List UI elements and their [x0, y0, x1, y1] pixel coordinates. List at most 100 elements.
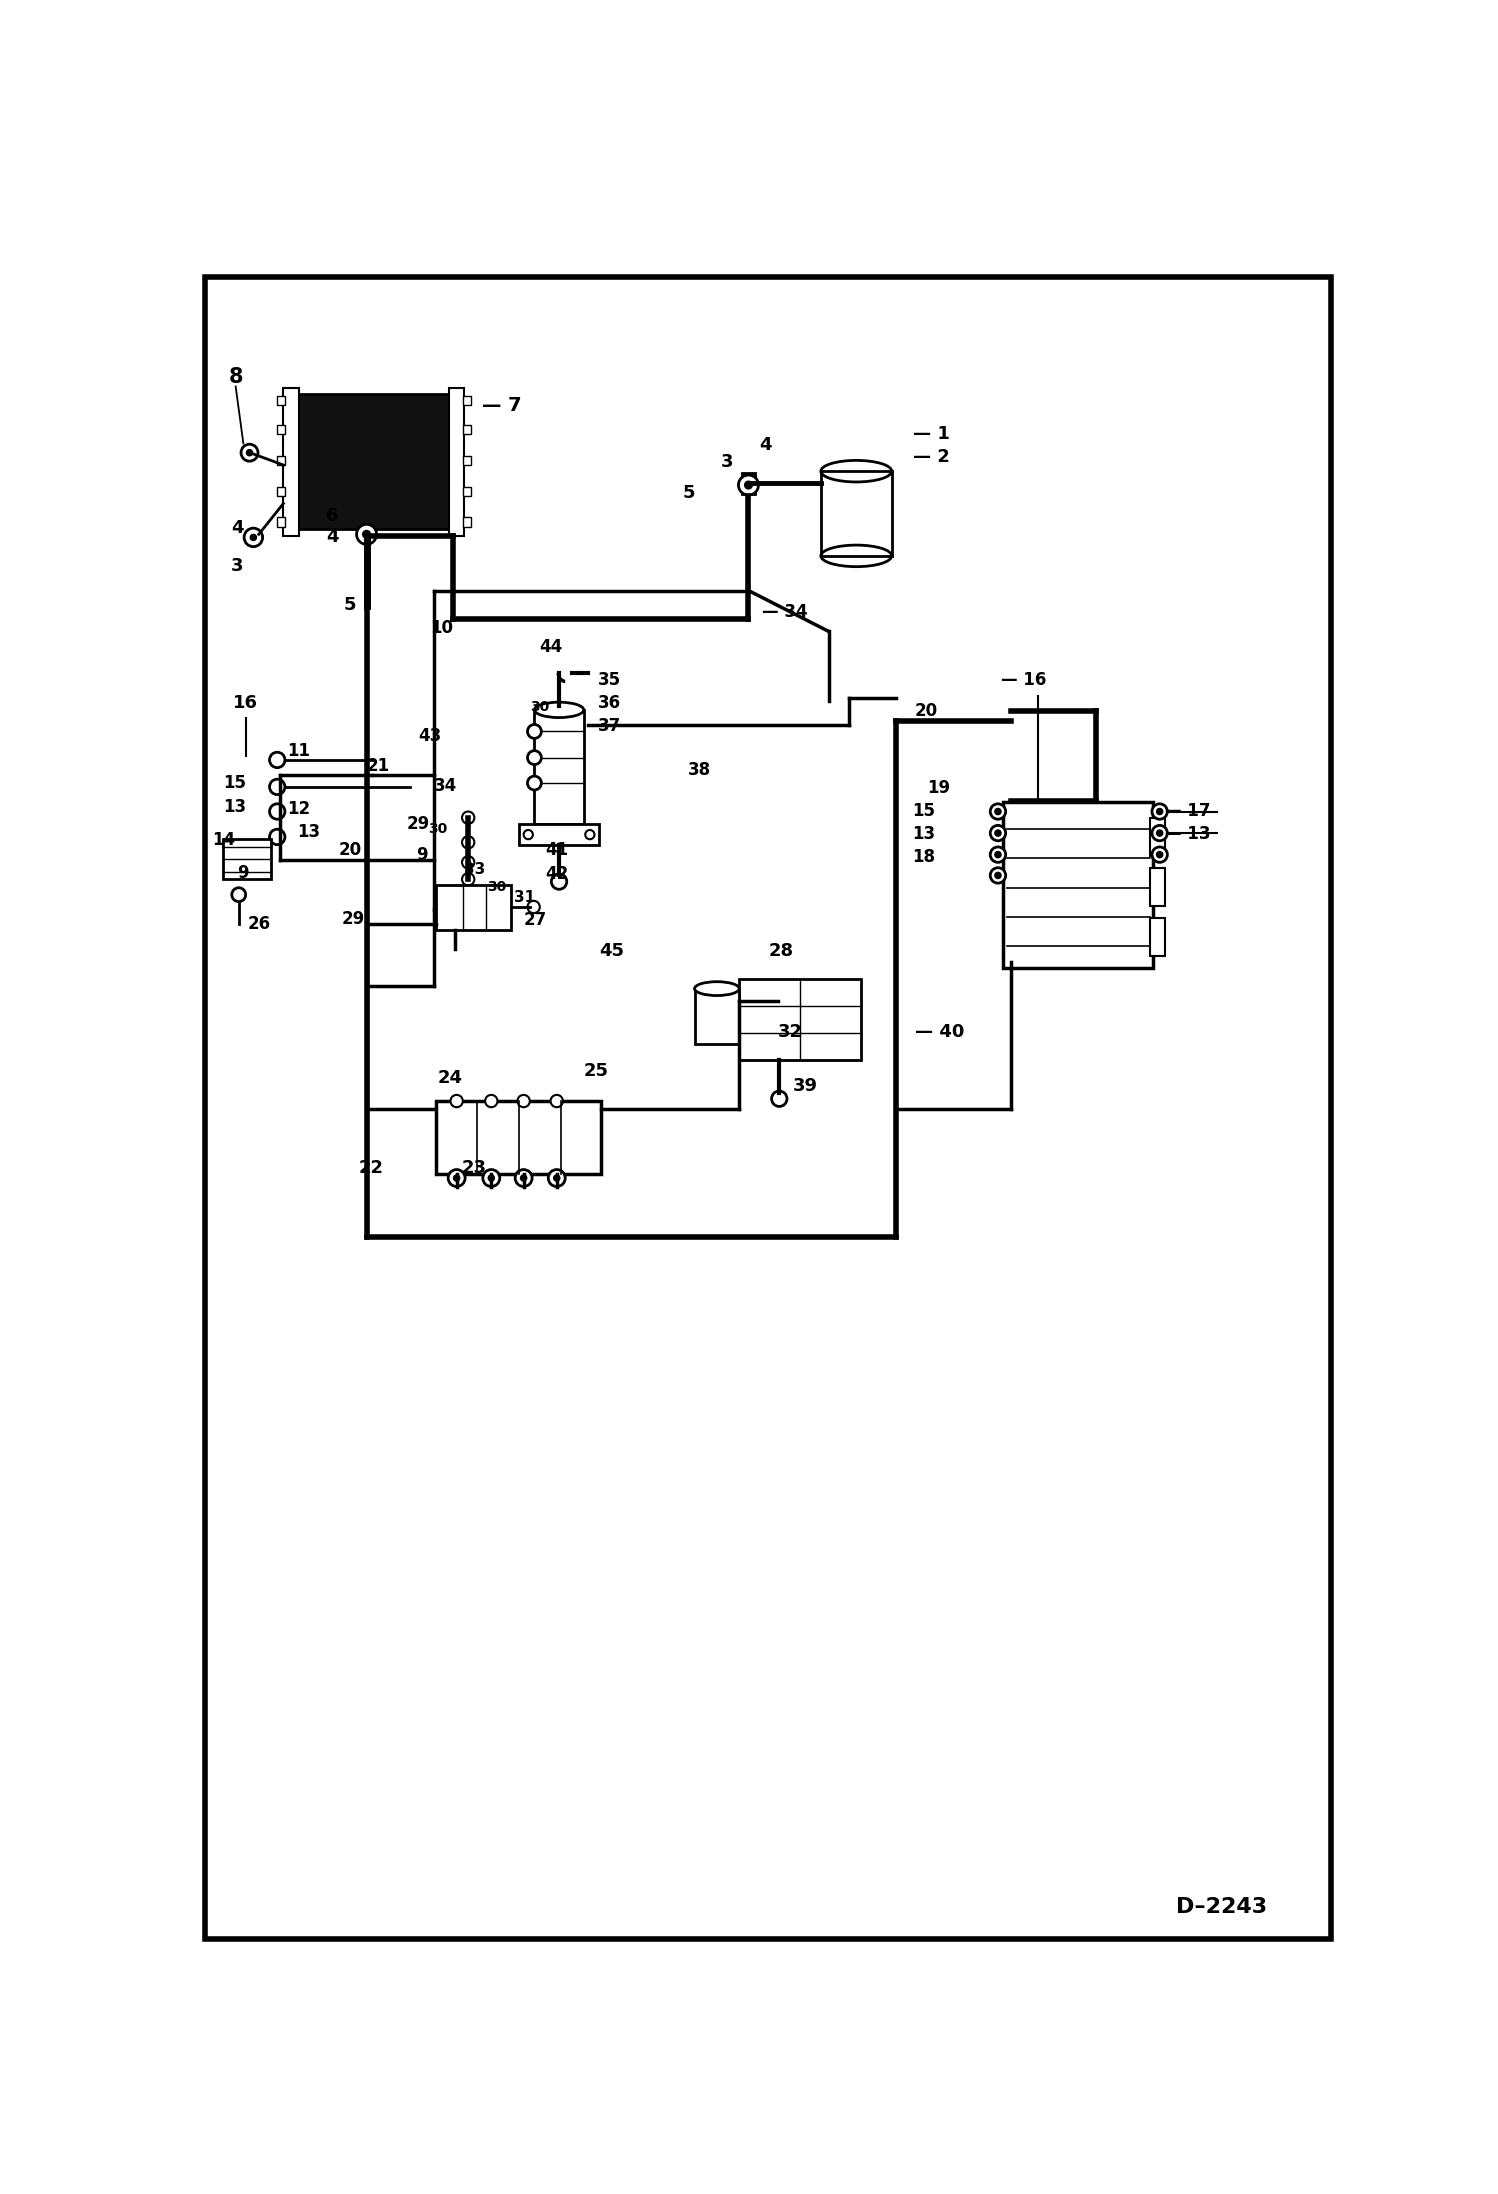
Circle shape [586, 829, 595, 840]
Text: 10: 10 [430, 619, 452, 636]
Text: 6: 6 [325, 507, 339, 524]
Text: 22: 22 [360, 1158, 383, 1178]
Bar [463, 426, 470, 434]
Text: 4: 4 [759, 437, 771, 454]
Ellipse shape [695, 981, 739, 996]
Text: 13: 13 [223, 799, 247, 816]
Text: 33: 33 [464, 862, 485, 878]
Text: 30: 30 [487, 880, 506, 893]
Bar [1149, 869, 1165, 906]
Circle shape [357, 524, 376, 544]
Bar [463, 518, 470, 527]
Bar [277, 456, 285, 465]
Text: — 34: — 34 [762, 603, 807, 621]
Circle shape [247, 450, 253, 456]
Text: — 40: — 40 [915, 1022, 965, 1042]
Text: 13: 13 [912, 825, 935, 842]
Bar [277, 487, 285, 496]
Text: 5: 5 [682, 485, 695, 502]
Text: 18: 18 [912, 849, 935, 867]
Circle shape [451, 1095, 463, 1108]
Circle shape [461, 812, 475, 823]
Circle shape [995, 829, 1001, 836]
Circle shape [454, 1176, 460, 1180]
Bar [463, 456, 470, 465]
Text: 11: 11 [288, 742, 310, 759]
Circle shape [551, 873, 566, 889]
Circle shape [1156, 807, 1162, 814]
Text: 39: 39 [792, 1077, 818, 1095]
Text: 15: 15 [912, 803, 935, 821]
Bar [277, 518, 285, 527]
Text: 16: 16 [234, 693, 258, 713]
Circle shape [995, 873, 1001, 878]
Circle shape [1152, 847, 1167, 862]
Text: 9: 9 [237, 864, 249, 882]
Circle shape [270, 779, 285, 794]
Text: 3: 3 [231, 557, 244, 575]
Circle shape [363, 531, 370, 538]
Text: 3: 3 [721, 454, 733, 472]
Bar [436, 1101, 601, 1174]
Circle shape [1152, 803, 1167, 818]
Text: 42: 42 [545, 864, 568, 884]
Text: 25: 25 [584, 1062, 608, 1079]
Text: 34: 34 [433, 777, 457, 794]
Bar [1149, 917, 1165, 957]
Bar [1149, 818, 1165, 856]
Bar [1004, 803, 1153, 968]
Bar [223, 840, 271, 880]
Bar [436, 886, 511, 930]
Text: 35: 35 [598, 671, 620, 689]
Circle shape [488, 1176, 494, 1180]
Circle shape [482, 1169, 500, 1187]
Circle shape [990, 825, 1005, 840]
Text: 29: 29 [342, 911, 364, 928]
Bar [277, 426, 285, 434]
Text: 12: 12 [288, 801, 310, 818]
Circle shape [990, 847, 1005, 862]
Bar [739, 979, 861, 1060]
Text: 24: 24 [437, 1068, 463, 1088]
Text: 8: 8 [228, 366, 243, 386]
Circle shape [527, 777, 541, 790]
Text: 20: 20 [339, 840, 363, 858]
Text: 36: 36 [598, 693, 620, 713]
Text: 4: 4 [231, 518, 244, 538]
Circle shape [990, 803, 1005, 818]
Text: D–2243: D–2243 [1176, 1898, 1267, 1918]
Circle shape [232, 889, 246, 902]
Text: 41: 41 [545, 840, 568, 858]
Text: — 2: — 2 [914, 448, 950, 465]
Circle shape [995, 851, 1001, 858]
Bar [449, 388, 464, 535]
Circle shape [270, 803, 285, 818]
Ellipse shape [535, 702, 584, 717]
Text: 4: 4 [325, 529, 339, 546]
Text: — 13: — 13 [1165, 825, 1210, 842]
Circle shape [548, 1169, 565, 1187]
Bar [535, 711, 584, 823]
Circle shape [990, 869, 1005, 884]
Text: 29: 29 [406, 816, 430, 834]
Circle shape [771, 1090, 786, 1106]
Bar [463, 487, 470, 496]
Circle shape [524, 829, 533, 840]
Circle shape [461, 856, 475, 869]
Text: 26: 26 [247, 915, 270, 932]
Circle shape [739, 476, 758, 496]
Circle shape [521, 1176, 527, 1180]
Circle shape [1156, 829, 1162, 836]
Text: 5: 5 [343, 597, 357, 614]
Text: 43: 43 [418, 726, 442, 744]
Text: — 7: — 7 [482, 397, 521, 415]
Circle shape [461, 873, 475, 886]
Bar [518, 823, 599, 845]
Circle shape [241, 443, 258, 461]
Bar [695, 989, 739, 1044]
Text: 19: 19 [927, 779, 950, 796]
Text: 45: 45 [599, 941, 625, 961]
Circle shape [515, 1169, 532, 1187]
Text: 21: 21 [367, 757, 389, 774]
Bar [295, 395, 449, 529]
